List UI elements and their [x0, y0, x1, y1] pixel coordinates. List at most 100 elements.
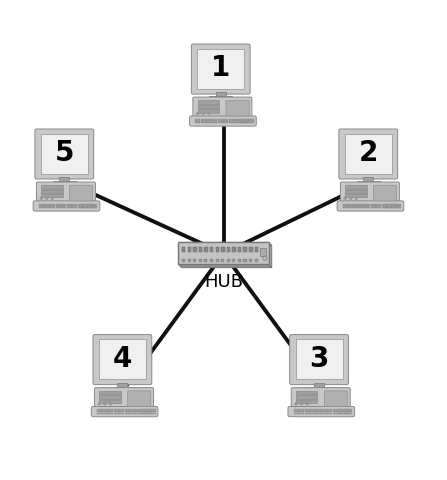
Bar — [146, 409, 151, 410]
Circle shape — [202, 112, 205, 115]
FancyBboxPatch shape — [193, 97, 252, 119]
Bar — [212, 120, 217, 122]
Bar — [131, 411, 135, 412]
Bar — [102, 411, 108, 412]
Bar — [108, 409, 113, 410]
Bar — [141, 409, 145, 410]
Bar — [83, 205, 87, 207]
Bar — [343, 207, 348, 208]
Bar — [198, 105, 219, 108]
FancyBboxPatch shape — [325, 391, 347, 407]
Bar — [345, 185, 367, 189]
Bar — [365, 205, 370, 207]
Bar — [39, 207, 44, 208]
Bar — [89, 205, 94, 207]
Bar — [50, 205, 55, 207]
Bar — [67, 207, 72, 208]
Bar — [232, 247, 236, 252]
Bar — [229, 122, 234, 123]
Bar — [223, 119, 228, 120]
Bar — [136, 409, 141, 410]
FancyBboxPatch shape — [226, 100, 249, 116]
FancyBboxPatch shape — [93, 335, 152, 384]
Bar — [310, 409, 316, 410]
Bar — [354, 205, 359, 207]
Bar — [88, 207, 93, 208]
Bar — [146, 413, 151, 414]
Bar — [204, 259, 207, 262]
Bar — [245, 120, 249, 122]
Bar — [343, 205, 348, 207]
Bar — [218, 122, 223, 123]
Bar — [88, 204, 93, 205]
Bar — [338, 411, 343, 412]
Bar — [245, 119, 249, 120]
Bar — [78, 205, 83, 207]
Bar — [72, 204, 77, 205]
Circle shape — [207, 112, 210, 115]
Bar — [84, 204, 89, 205]
Bar — [359, 207, 365, 208]
Bar — [102, 409, 108, 410]
Bar — [199, 247, 202, 252]
Bar — [255, 247, 258, 252]
Bar — [125, 413, 130, 414]
FancyBboxPatch shape — [94, 388, 153, 409]
Bar — [61, 204, 66, 205]
Bar — [234, 122, 240, 123]
Bar — [41, 194, 63, 197]
FancyBboxPatch shape — [36, 182, 95, 203]
Text: HUB: HUB — [204, 273, 243, 291]
Bar — [99, 339, 146, 379]
Bar — [99, 400, 121, 403]
Bar — [67, 205, 72, 207]
FancyBboxPatch shape — [340, 182, 399, 203]
Bar — [44, 207, 50, 208]
Bar — [333, 413, 338, 414]
Bar — [83, 207, 87, 208]
Bar — [201, 120, 206, 122]
Circle shape — [344, 197, 346, 200]
Bar — [344, 413, 349, 414]
Bar — [371, 205, 376, 207]
FancyBboxPatch shape — [291, 388, 350, 409]
Bar — [119, 411, 124, 412]
Bar — [365, 207, 370, 208]
FancyBboxPatch shape — [35, 129, 94, 179]
Bar — [345, 133, 392, 174]
Bar — [223, 120, 228, 122]
Bar — [114, 413, 119, 414]
Bar — [111, 387, 134, 389]
Bar — [393, 205, 398, 207]
Bar — [387, 207, 391, 208]
Bar — [188, 247, 191, 252]
Bar — [299, 409, 304, 410]
Bar — [41, 185, 63, 189]
Bar — [314, 383, 324, 387]
Bar — [141, 413, 145, 414]
Bar — [397, 207, 401, 208]
Bar — [198, 100, 219, 104]
Circle shape — [98, 403, 101, 405]
Bar — [337, 413, 342, 414]
Bar — [359, 205, 365, 207]
Bar — [376, 204, 381, 205]
Bar — [388, 204, 392, 205]
Bar — [61, 205, 66, 207]
Bar — [245, 122, 249, 123]
Bar — [337, 409, 342, 410]
Bar — [239, 120, 244, 122]
Bar — [142, 413, 147, 414]
Bar — [387, 205, 391, 207]
Bar — [299, 411, 304, 412]
Bar — [39, 205, 44, 207]
FancyBboxPatch shape — [339, 129, 398, 179]
Circle shape — [109, 403, 112, 405]
Bar — [343, 409, 347, 410]
FancyBboxPatch shape — [374, 185, 396, 201]
Bar — [178, 242, 269, 264]
Bar — [146, 411, 151, 412]
Bar — [245, 119, 251, 120]
Bar — [382, 205, 387, 207]
Bar — [227, 247, 230, 252]
